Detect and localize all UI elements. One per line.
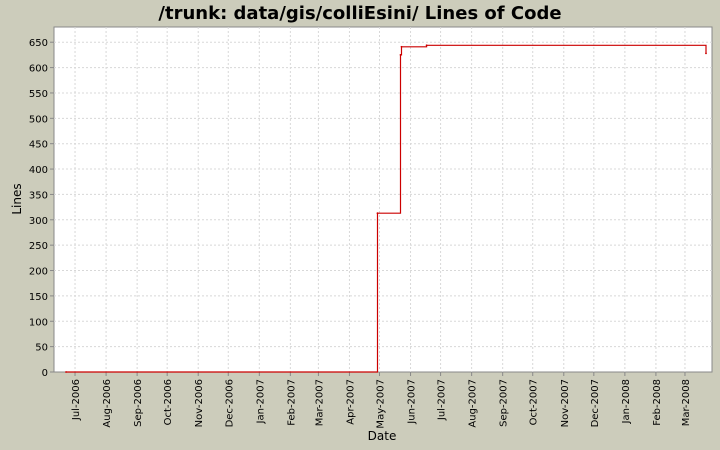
x-tick-label: Jul-2006 — [71, 379, 82, 421]
x-tick-label: Mar-2008 — [681, 379, 692, 426]
y-axis-label: Lines — [10, 183, 24, 214]
x-tick-label: Oct-2006 — [163, 379, 174, 425]
data-point — [400, 45, 403, 48]
x-tick-label: Nov-2007 — [560, 379, 571, 427]
x-tick-label: May-2007 — [375, 379, 386, 429]
data-point — [399, 54, 402, 56]
y-tick-label: 100 — [29, 317, 48, 328]
series-layer — [65, 44, 707, 373]
x-tick-label: Mar-2007 — [314, 379, 325, 426]
y-tick-label: 350 — [29, 190, 48, 201]
y-tick-label: 150 — [29, 292, 48, 303]
grid-layer — [54, 27, 712, 372]
x-tick-label: Oct-2007 — [529, 379, 540, 425]
x-axis-label: Date — [368, 429, 397, 443]
y-tick-labels: 0 50 100 150 200 250 300 350 400 450 500 550 600 650 — [29, 38, 54, 379]
y-tick-label: 250 — [29, 241, 48, 252]
x-tick-label: Jan-2008 — [621, 379, 632, 424]
y-tick-label: 200 — [29, 267, 48, 278]
x-tick-label: Feb-2008 — [652, 379, 663, 426]
x-tick-label: Jun-2007 — [407, 379, 418, 425]
y-tick-label: 450 — [29, 140, 48, 151]
y-tick-label: 650 — [29, 38, 48, 49]
data-point — [705, 52, 707, 55]
y-tick-label: 500 — [29, 114, 48, 125]
y-tick-label: 50 — [35, 343, 48, 354]
data-point — [376, 212, 379, 215]
chart-title: /trunk: data/gis/colliEsini/ Lines of Co… — [158, 3, 561, 24]
x-tick-labels: Jul-2006 Aug-2006 Sep-2006 Oct-2006 Nov-2006… — [71, 372, 692, 429]
plot-area — [53, 26, 713, 373]
x-tick-label: Apr-2007 — [345, 379, 356, 425]
y-tick-label: 0 — [42, 368, 48, 379]
series-line — [66, 44, 707, 373]
x-tick-label: Dec-2006 — [224, 379, 235, 427]
y-tick-label: 400 — [29, 165, 48, 176]
y-tick-label: 550 — [29, 89, 48, 100]
x-tick-label: Aug-2006 — [102, 379, 113, 428]
x-tick-label: Sep-2007 — [499, 379, 510, 427]
data-point — [425, 44, 428, 47]
data-point — [65, 371, 67, 373]
y-tick-label: 300 — [29, 216, 48, 227]
x-tick-label: Sep-2006 — [133, 379, 144, 427]
x-tick-label: Jan-2007 — [255, 379, 266, 424]
x-tick-label: Dec-2007 — [590, 379, 601, 427]
x-tick-label: Nov-2006 — [194, 379, 205, 427]
x-tick-label: Feb-2007 — [286, 379, 297, 426]
y-tick-label: 600 — [29, 64, 48, 75]
x-tick-label: Jul-2007 — [437, 379, 448, 421]
x-tick-label: Aug-2007 — [468, 379, 479, 428]
